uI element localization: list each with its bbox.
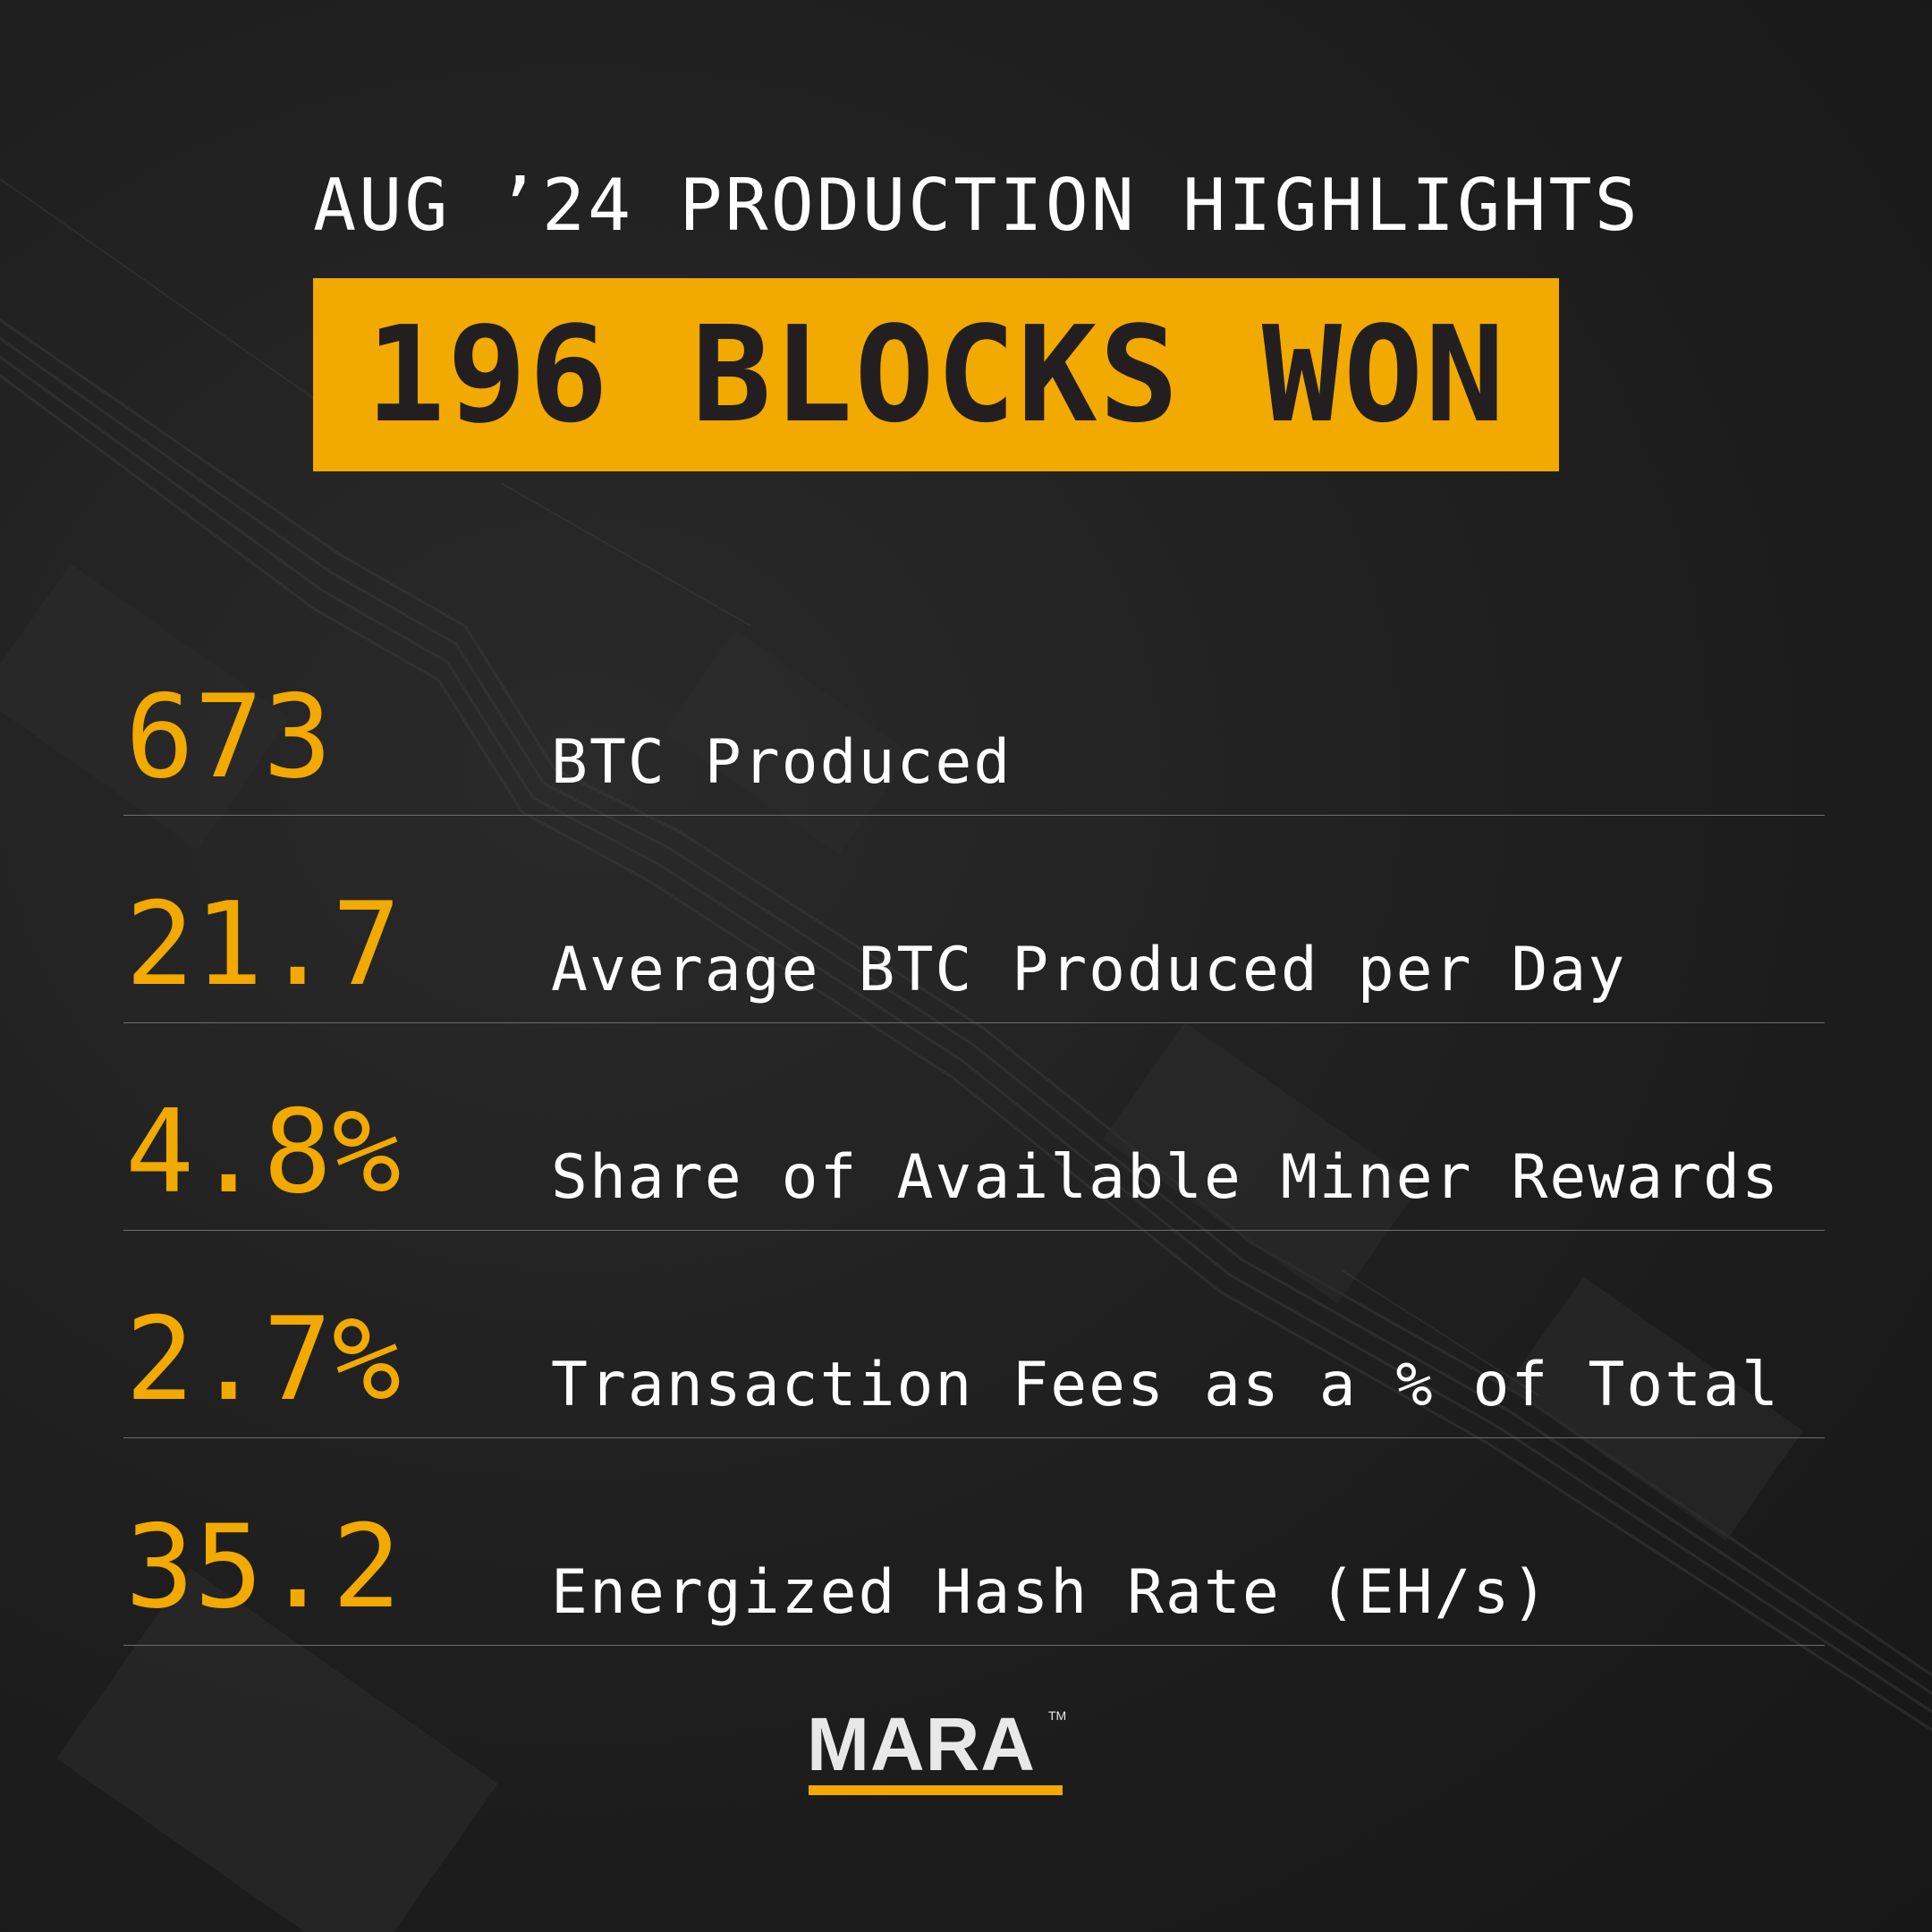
- mara-logo: MARA TM: [807, 1707, 1066, 1796]
- headline-text: 196 BLOCKS WON: [365, 298, 1507, 452]
- stat-row: 35.2 Energized Hash Rate (EH/s): [123, 1438, 1825, 1646]
- stat-row: 21.7 Average BTC Produced per Day: [123, 816, 1825, 1023]
- stat-label: Average BTC Produced per Day: [551, 935, 1627, 1005]
- stats-list: 673 BTC Produced 21.7 Average BTC Produc…: [123, 608, 1825, 1646]
- stat-value: 673: [125, 671, 333, 804]
- stat-value: 4.8%: [125, 1086, 402, 1219]
- page-subtitle: AUG ’24 PRODUCTION HIGHLIGHTS: [313, 164, 1640, 247]
- logo-wordmark: MARA: [807, 1702, 1036, 1786]
- stat-value: 2.7%: [125, 1293, 402, 1427]
- logo-trademark: TM: [1048, 1708, 1067, 1723]
- stat-label: Share of Available Miner Rewards: [551, 1142, 1781, 1213]
- stat-value: 21.7: [125, 878, 402, 1012]
- stat-label: Transaction Fees as a % of Total: [551, 1350, 1781, 1420]
- stat-row: 4.8% Share of Available Miner Rewards: [123, 1023, 1825, 1231]
- stat-label: BTC Produced: [551, 727, 1013, 798]
- stat-label: Energized Hash Rate (EH/s): [551, 1557, 1550, 1628]
- headline-banner: 196 BLOCKS WON: [313, 278, 1559, 471]
- logo-underline: [809, 1785, 1063, 1795]
- stat-row: 673 BTC Produced: [123, 608, 1825, 816]
- stat-row: 2.7% Transaction Fees as a % of Total: [123, 1231, 1825, 1438]
- stat-value: 35.2: [125, 1501, 402, 1634]
